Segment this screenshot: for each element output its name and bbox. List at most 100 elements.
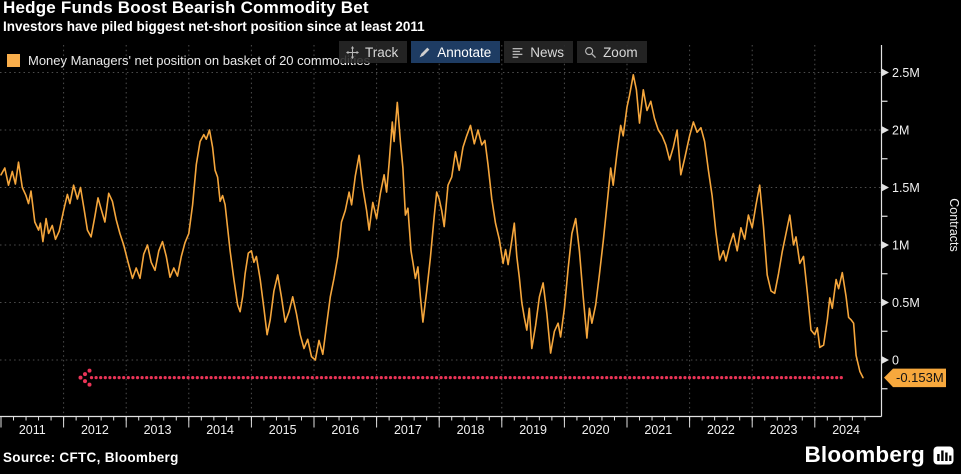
reference-line-dot: [204, 375, 209, 380]
reference-line-dot: [269, 375, 273, 380]
reference-line-dot: [370, 375, 374, 380]
reference-line-dot: [103, 375, 107, 380]
reference-line-dot: [365, 375, 370, 380]
reference-line-dot: [347, 375, 351, 380]
reference-line-dot: [89, 375, 94, 380]
reference-line-dot: [319, 375, 324, 380]
x-tick-label: 2019: [519, 423, 547, 437]
reference-line-dot: [641, 375, 646, 380]
reference-line-dot: [494, 375, 498, 380]
reference-line-dot: [747, 375, 751, 380]
reference-line-dot: [195, 375, 199, 380]
reference-line-dot: [407, 375, 411, 380]
reference-line-dot: [131, 375, 135, 380]
reference-line-dot: [554, 375, 558, 380]
reference-line-dot: [467, 375, 471, 380]
reference-line-dot: [172, 375, 176, 380]
reference-line-dot: [807, 375, 811, 380]
reference-line-dot: [623, 375, 627, 380]
reference-line-dot: [333, 375, 337, 380]
reference-line-dot: [260, 375, 264, 380]
reference-line-dot: [568, 375, 572, 380]
reference-line-dot: [577, 375, 581, 380]
reference-line-dot: [227, 375, 232, 380]
reference-line-dot: [411, 375, 416, 380]
last-value-label: -0.153M: [896, 370, 944, 385]
y-tick-arrow: [881, 241, 889, 249]
reference-line-dot: [434, 375, 439, 380]
reference-line-dot: [536, 375, 540, 380]
reference-line-dot: [637, 375, 641, 380]
y-tick-arrow: [881, 298, 889, 307]
reference-line-dot: [471, 375, 475, 380]
reference-line-dot: [324, 375, 328, 380]
reference-arrow-dot: [83, 372, 88, 377]
reference-line-dot: [600, 375, 604, 380]
reference-line-dot: [582, 375, 586, 380]
reference-line-dot: [733, 375, 738, 380]
reference-line-dot: [388, 375, 393, 380]
news-button[interactable]: News: [504, 41, 574, 63]
reference-line-dot: [154, 375, 158, 380]
x-tick-label: 2016: [331, 423, 359, 437]
reference-line-dot: [729, 375, 733, 380]
y-tick-label: 1.5M: [892, 181, 920, 195]
reference-line-dot: [798, 375, 802, 380]
reference-line-dot: [545, 375, 549, 380]
magnifier-icon: [585, 46, 597, 58]
reference-line-dot: [660, 375, 664, 380]
reference-line-dot: [591, 375, 595, 380]
x-tick-label: 2013: [144, 423, 172, 437]
reference-line-dot: [701, 375, 705, 380]
reference-arrow-dot: [83, 379, 88, 384]
reference-line-dot: [457, 375, 462, 380]
y-tick-arrow: [881, 68, 889, 77]
reference-line-dot: [352, 375, 356, 380]
reference-line-dot: [646, 375, 650, 380]
reference-line-dot: [232, 375, 236, 380]
reference-line-dot: [361, 375, 365, 380]
reference-line-dot: [453, 375, 457, 380]
annotate-button[interactable]: Annotate: [411, 41, 501, 63]
reference-line-dot: [112, 375, 117, 380]
reference-line-dot: [402, 375, 406, 380]
track-button-label: Track: [365, 44, 399, 60]
reference-line-dot: [209, 375, 213, 380]
reference-line-dot: [94, 375, 98, 380]
reference-line-dot: [540, 375, 544, 380]
reference-line-dot: [761, 375, 765, 380]
reference-line-dot: [356, 375, 360, 380]
reference-line-dot: [241, 375, 245, 380]
reference-line-dot: [789, 375, 793, 380]
reference-line-dot: [605, 375, 609, 380]
reference-line-dot: [163, 375, 167, 380]
reference-line-dot: [255, 375, 259, 380]
track-button[interactable]: Track: [339, 41, 408, 63]
reference-line-dot: [766, 375, 770, 380]
reference-line-dot: [678, 375, 682, 380]
y-tick-arrow: [881, 183, 889, 192]
news-button-label: News: [530, 44, 565, 60]
reference-line-dot: [655, 375, 659, 380]
reference-line-dot: [779, 375, 784, 380]
reference-line-dot: [306, 375, 310, 380]
reference-line-dot: [444, 375, 448, 380]
reference-line-dot: [706, 375, 710, 380]
x-tick-label: 2017: [394, 423, 422, 437]
reference-line-dot: [476, 375, 480, 380]
reference-line-dot: [559, 375, 563, 380]
y-tick-arrow: [881, 356, 889, 364]
reference-line-dot: [250, 375, 255, 380]
reference-line-dot: [329, 375, 333, 380]
reference-line-dot: [398, 375, 402, 380]
reference-line-dot: [531, 375, 535, 380]
zoom-button[interactable]: Zoom: [577, 41, 647, 63]
reference-line-dot: [821, 375, 825, 380]
reference-line-dot: [651, 375, 655, 380]
x-tick-label: 2015: [269, 423, 297, 437]
reference-line-dot: [632, 375, 636, 380]
reference-line-dot: [752, 375, 756, 380]
x-tick-label: 2022: [707, 423, 735, 437]
